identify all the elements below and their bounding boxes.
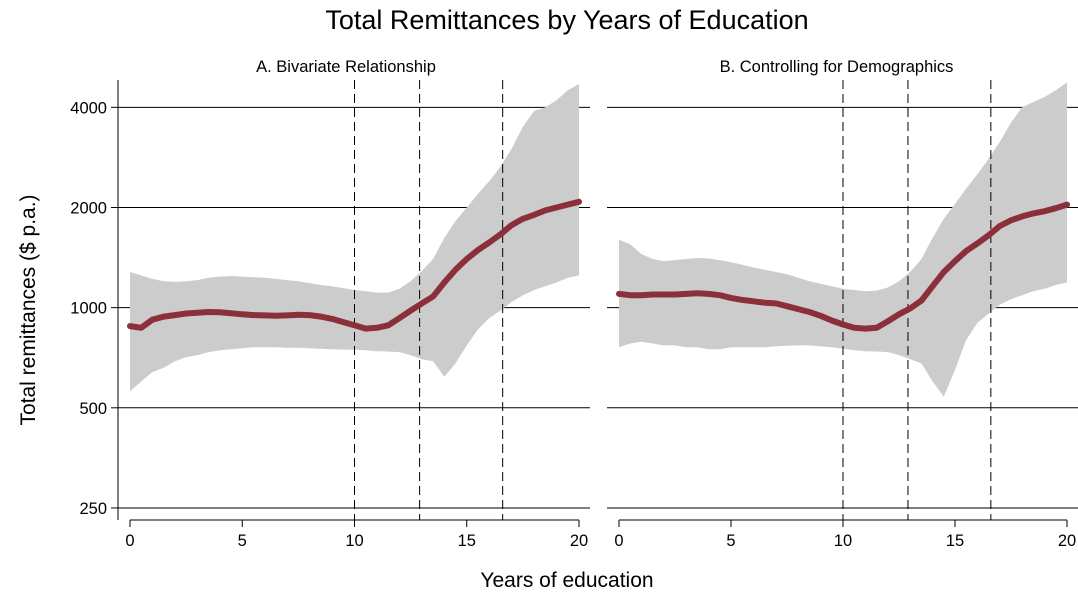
y-tick-label: 4000 — [70, 99, 107, 117]
fitted-line — [127, 198, 582, 332]
x-tick-label: 5 — [238, 532, 247, 550]
x-tick-label: 15 — [946, 532, 964, 550]
chart-title: Total Remittances by Years of Education — [325, 5, 808, 35]
y-axis-label: Total remittances ($ p.a.) — [17, 194, 40, 425]
confidence-band — [619, 82, 1067, 397]
x-tick-label: 10 — [834, 532, 852, 550]
x-tick-label: 15 — [458, 532, 476, 550]
fitted-line — [616, 201, 1070, 332]
y-tick-label: 250 — [79, 500, 107, 518]
panel-title: A. Bivariate Relationship — [256, 58, 436, 76]
chart-panel-a: A. Bivariate Relationship 0 5 10 15 20 250 500 1… — [70, 58, 590, 550]
x-tick-label: 20 — [1058, 532, 1076, 550]
x-tick-label: 0 — [125, 532, 134, 550]
x-axis-label: Years of education — [480, 569, 653, 592]
chart-panel-b: B. Controlling for Demographics 0 5 10 15 20 — [607, 58, 1078, 550]
y-tick-label: 2000 — [70, 199, 107, 217]
x-tick-label: 0 — [614, 532, 623, 550]
x-tick-label: 10 — [345, 532, 363, 550]
y-tick-label: 500 — [79, 400, 107, 418]
panel-title: B. Controlling for Demographics — [720, 58, 954, 76]
y-tick-label: 1000 — [70, 300, 107, 318]
x-tick-label: 5 — [726, 532, 735, 550]
x-tick-label: 20 — [570, 532, 588, 550]
